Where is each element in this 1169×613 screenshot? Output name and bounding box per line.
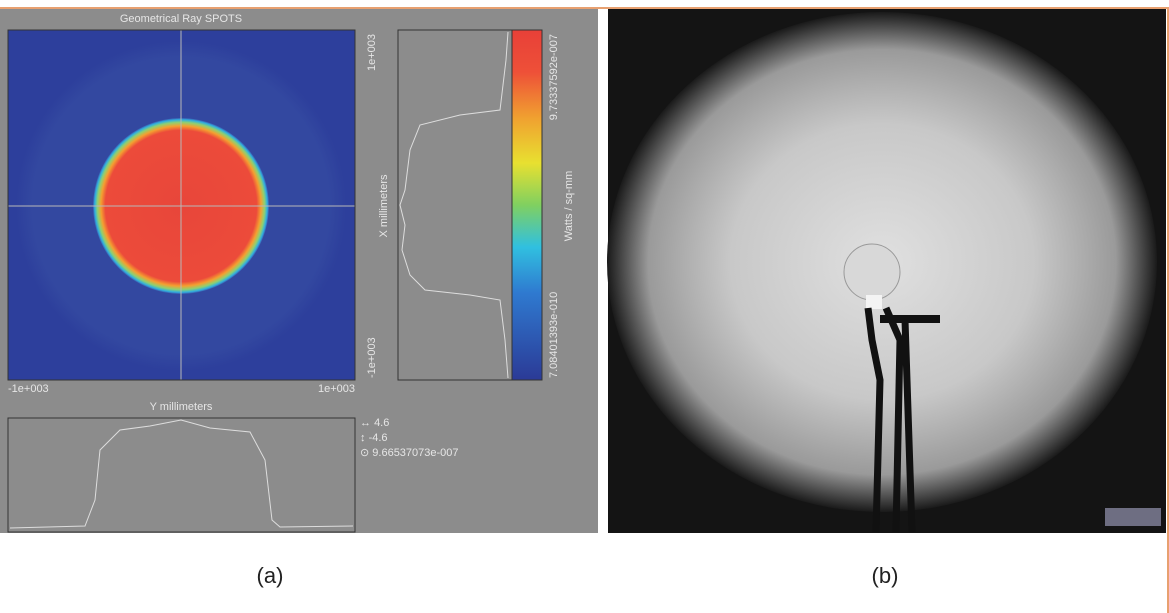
profile-curve: [399, 31, 509, 379]
axis-label: -1e+003: [8, 383, 49, 395]
axis-label: 1e+003: [318, 383, 355, 395]
profile-curve: [9, 419, 354, 529]
axis-label: -1e+003: [366, 337, 378, 378]
colorbar-title: Watts / sq-mm: [563, 171, 575, 241]
colorbar-label: 7.08401393e-010: [548, 292, 560, 378]
y-profile: [7, 417, 356, 533]
stat: ⊙ 9.66537073e-007: [360, 447, 459, 459]
stat-value: 4.6: [374, 417, 389, 429]
axis-label: 1e+003: [366, 34, 378, 71]
colorbar-label: 9.73337592e-007: [548, 34, 560, 120]
watermark: [1105, 508, 1161, 526]
lens: [843, 243, 901, 301]
stat-value: 9.66537073e-007: [372, 447, 458, 459]
axis-title: Y millimeters: [150, 401, 213, 413]
stat: ↔ 4.6: [360, 417, 389, 429]
colorbar: [511, 29, 543, 381]
axis-title: X millimeters: [378, 174, 390, 237]
stat-value: -4.6: [369, 432, 388, 444]
panel-title: Geometrical Ray SPOTS: [120, 13, 242, 25]
x-profile: [397, 29, 513, 381]
stat: ↕ -4.6: [360, 432, 388, 444]
caption: (b): [872, 563, 899, 588]
stand-arm: [880, 315, 940, 323]
led: [866, 295, 882, 309]
caption: (a): [257, 563, 284, 588]
heatmap-frame: [7, 29, 356, 381]
